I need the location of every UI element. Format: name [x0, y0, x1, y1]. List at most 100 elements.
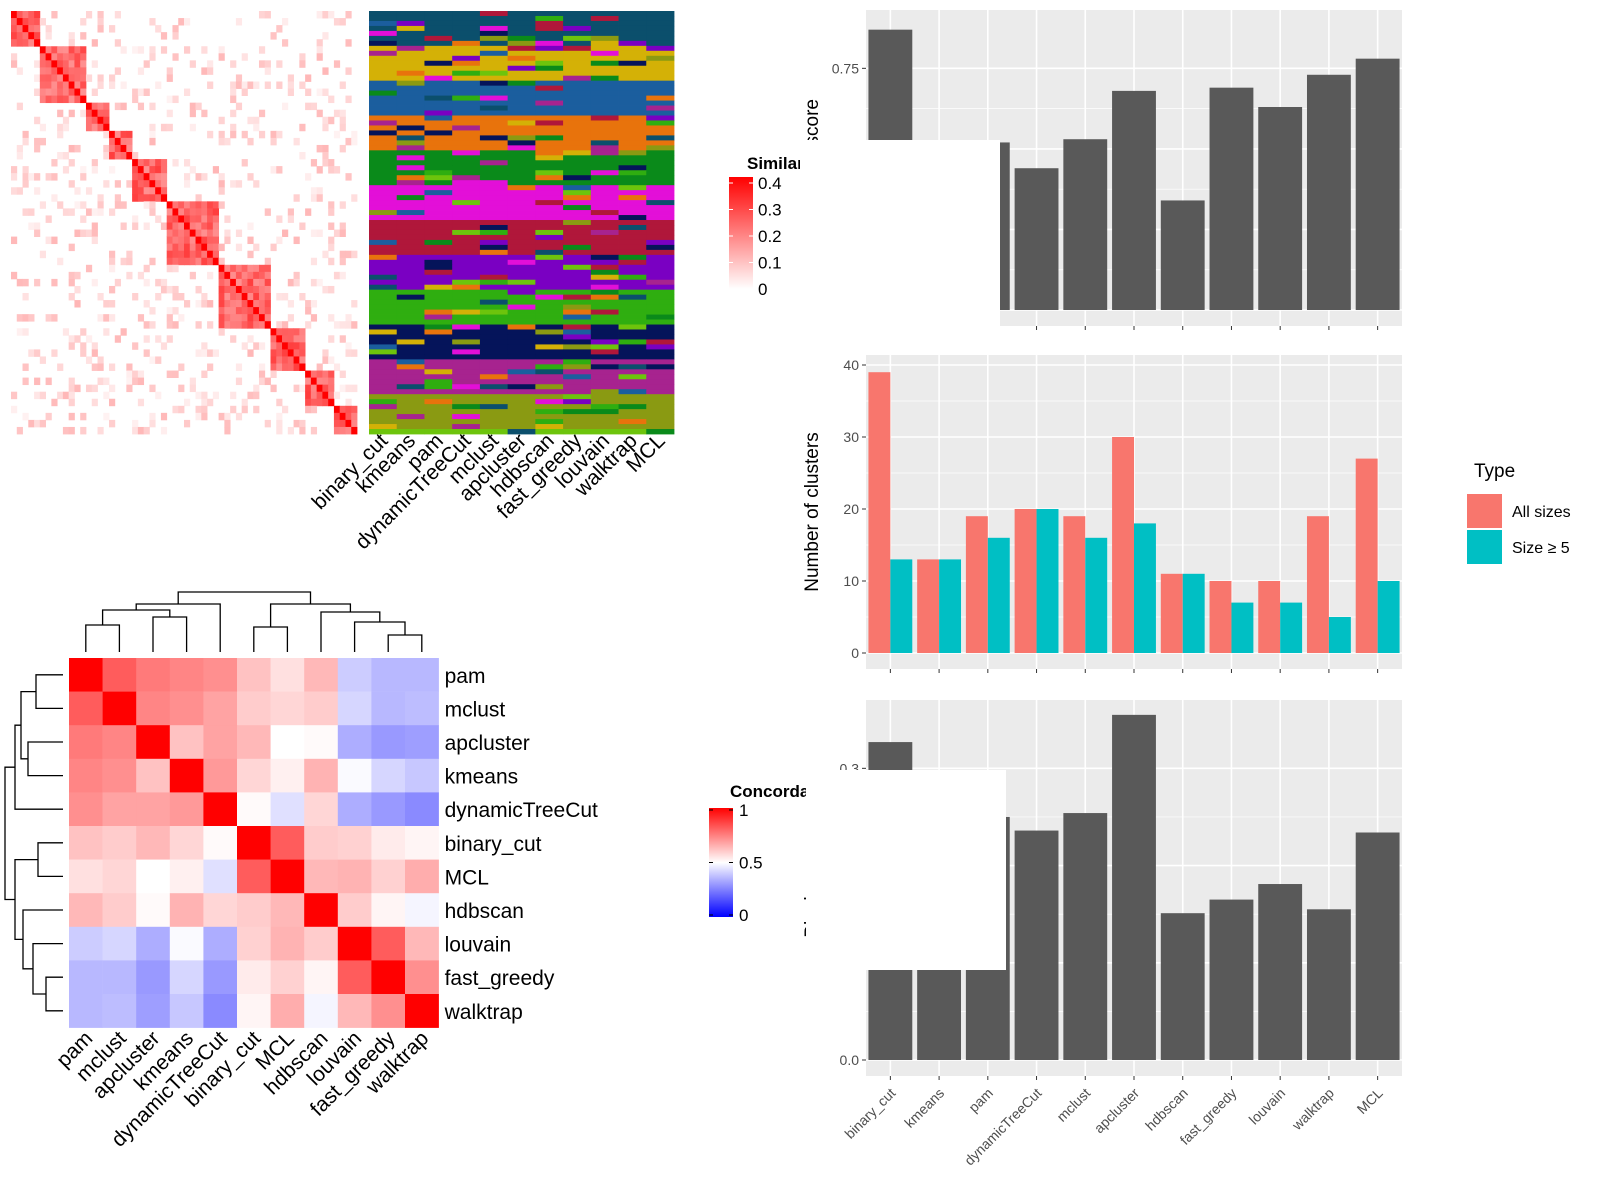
similarity-cell: [68, 342, 75, 350]
similarity-cell: [137, 180, 145, 188]
cluster-cell: [369, 379, 398, 385]
cluster-cell: [590, 140, 619, 146]
similarity-cell: [207, 229, 214, 237]
cluster-cell: [396, 384, 425, 390]
cluster-cell: [563, 244, 592, 251]
cluster-cell: [646, 175, 675, 181]
concordance-cell: [237, 758, 271, 793]
cluster-cell: [396, 389, 425, 395]
cluster-cell: [452, 185, 481, 191]
similarity-cell: [287, 356, 294, 364]
concordance-cell: [169, 691, 204, 726]
similarity-cell: [328, 95, 335, 104]
similarity-cell: [91, 278, 98, 287]
similarity-cell: [126, 144, 133, 153]
similarity-cell: [224, 300, 231, 308]
cluster-cell: [618, 20, 647, 27]
similarity-cell: [80, 109, 87, 118]
similarity-cell: [258, 109, 266, 118]
similarity-cell: [120, 257, 127, 266]
similarity-cell: [351, 426, 358, 435]
cluster-cell: [479, 75, 509, 82]
similarity-cell: [293, 236, 300, 245]
similarity-cell: [299, 328, 306, 336]
cluster-cell: [396, 309, 425, 315]
cluster-cell: [507, 284, 536, 291]
cluster-cell: [424, 220, 453, 226]
bar: [1112, 90, 1156, 310]
similarity-cell: [287, 335, 294, 343]
similarity-cell: [137, 194, 145, 202]
concordance-cell: [203, 758, 238, 793]
similarity-cell: [276, 166, 283, 174]
similarity-cell: [143, 159, 150, 167]
similarity-cell: [276, 328, 283, 336]
similarity-cell: [195, 321, 202, 329]
concordance-tick-label: 1: [739, 801, 748, 820]
cluster-cell: [369, 220, 398, 226]
cluster-cell: [563, 125, 592, 131]
similarity-cell: [310, 229, 318, 237]
cluster-cell: [618, 90, 647, 96]
cluster-cell: [396, 190, 425, 196]
similarity-cell: [149, 180, 156, 188]
cluster-cell: [479, 125, 509, 131]
similarity-cell: [74, 67, 81, 75]
cluster-cell: [646, 309, 675, 315]
similarity-cell: [149, 321, 156, 329]
cluster-cell: [590, 299, 619, 306]
cluster-cell: [479, 115, 509, 121]
cluster-cell: [452, 15, 481, 22]
cluster-cell: [618, 110, 647, 116]
cluster-cell: [507, 344, 536, 350]
similarity-cell: [91, 384, 98, 393]
similarity-cell: [264, 278, 271, 287]
similarity-cell: [339, 257, 346, 266]
cluster-cell: [563, 364, 592, 370]
similarity-cell: [155, 391, 162, 400]
similarity-cell: [155, 173, 162, 181]
similarity-cell: [287, 74, 294, 82]
cluster-cell: [590, 65, 619, 72]
similarity-cell: [160, 46, 168, 54]
cluster-cell: [479, 299, 509, 306]
cluster-cell: [479, 354, 509, 360]
similarity-cell: [230, 300, 237, 308]
cluster-cell: [535, 60, 564, 67]
similarity-cell: [80, 215, 87, 223]
cluster-cell: [479, 264, 509, 271]
cluster-cell: [369, 125, 398, 131]
similarity-cell: [264, 377, 271, 386]
similarity-cell: [68, 67, 75, 75]
cluster-cell: [563, 155, 592, 161]
similarity-cell: [287, 314, 294, 322]
similarity-cell: [189, 222, 196, 230]
cluster-cell: [369, 130, 398, 136]
similarity-cell: [109, 137, 116, 146]
similarity-cell: [143, 278, 150, 287]
cluster-cell: [535, 205, 564, 211]
concordance-cell: [169, 658, 204, 692]
cluster-cell: [618, 289, 647, 296]
similarity-cell: [11, 39, 18, 47]
similarity-cell: [189, 257, 196, 266]
cluster-cell: [479, 65, 509, 72]
cluster-cell: [424, 394, 453, 400]
similarity-cell: [68, 60, 75, 68]
similarity-cell: [258, 314, 266, 322]
cluster-cell: [563, 145, 592, 151]
cluster-cell: [479, 60, 509, 67]
cluster-cell: [369, 60, 398, 67]
similarity-cell: [11, 405, 18, 414]
similarity-cell: [195, 173, 202, 181]
cluster-cell: [590, 50, 619, 57]
cluster-cell: [452, 429, 481, 435]
similarity-cell: [80, 201, 87, 209]
similarity-cell: [166, 74, 173, 82]
cluster-cell: [452, 60, 481, 67]
cluster-cell: [369, 50, 398, 57]
concordance-cell: [405, 859, 439, 894]
similarity-cell: [149, 384, 156, 393]
cluster-cell: [452, 349, 481, 355]
cluster-cell: [590, 349, 619, 355]
